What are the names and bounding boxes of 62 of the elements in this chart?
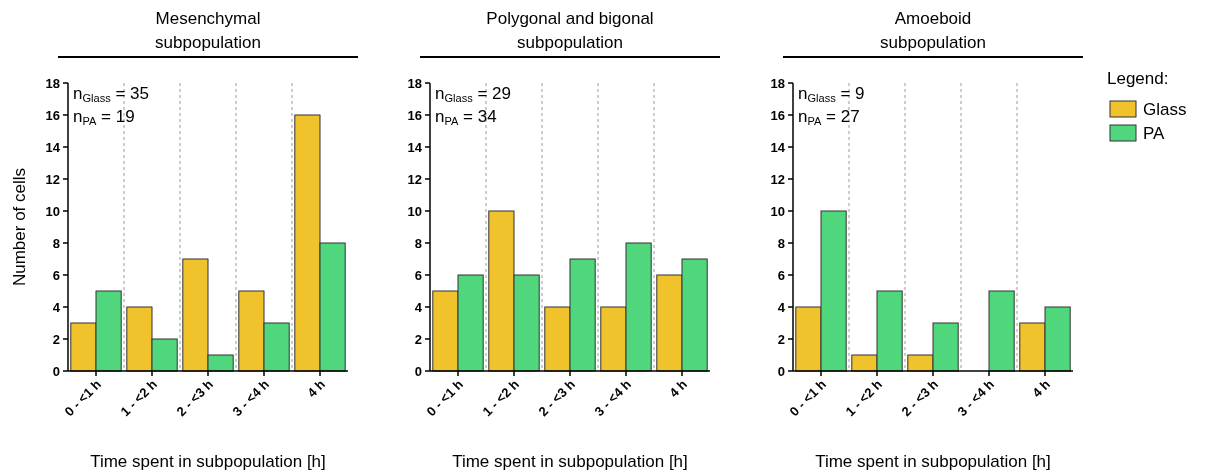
x-axis-title: Time spent in subpopulation [h] (452, 452, 688, 471)
y-tick-label: 18 (770, 75, 785, 91)
y-tick-label: 8 (52, 235, 60, 251)
x-axis-title: Time spent in subpopulation [h] (815, 452, 1051, 471)
y-tick-label: 4 (52, 299, 61, 315)
legend-label: PA (1143, 124, 1166, 143)
y-tick-label: 8 (414, 235, 422, 251)
legend-title: Legend: (1107, 69, 1169, 88)
y-tick-label: 2 (52, 331, 60, 347)
x-tick-label: 0 - <1 h (423, 376, 467, 420)
y-tick-label: 18 (45, 75, 60, 91)
y-tick-label: 6 (777, 267, 785, 283)
annotation: n$_{Glass}$ = 35 (73, 84, 150, 105)
y-tick-label: 6 (52, 267, 60, 283)
x-tick-label: 3 - <4 h (229, 376, 273, 420)
y-tick-label: 2 (777, 331, 785, 347)
x-tick-label: 1 - <2 h (479, 376, 523, 420)
annotation: n$_{PA}$ = 27 (798, 107, 860, 128)
x-tick-label: 2 - <3 h (535, 376, 579, 420)
x-tick-label: 1 - <2 h (117, 376, 161, 420)
y-tick-label: 16 (770, 107, 785, 123)
y-tick-label: 12 (45, 171, 60, 187)
y-tick-label: 0 (414, 363, 422, 379)
annotation: n$_{Glass}$ = 9 (798, 84, 865, 105)
x-tick-label: 2 - <3 h (173, 376, 217, 420)
y-tick-label: 12 (770, 171, 785, 187)
y-tick-label: 14 (45, 139, 61, 155)
x-tick-label: 0 - <1 h (786, 376, 830, 420)
x-tick-label: 3 - <4 h (954, 376, 998, 420)
x-tick-label: 4 h (1029, 376, 1054, 401)
y-tick-label: 16 (45, 107, 60, 123)
annotation: n$_{PA}$ = 34 (435, 107, 497, 128)
annotation: n$_{PA}$ = 19 (73, 107, 135, 128)
y-tick-label: 14 (407, 139, 423, 155)
chart-title: Amoeboid subpopulation (880, 9, 986, 52)
y-tick-label: 4 (414, 299, 423, 315)
x-axis-title: Time spent in subpopulation [h] (90, 452, 326, 471)
y-tick-label: 10 (770, 203, 785, 219)
y-tick-label: 16 (407, 107, 422, 123)
legend-label: Glass (1143, 100, 1187, 119)
y-tick-label: 18 (407, 75, 422, 91)
bar (988, 290, 1015, 372)
y-tick-label: 14 (770, 139, 786, 155)
chart-title: Polygonal and bigonal subpopulation (486, 9, 654, 52)
y-tick-label: 10 (407, 203, 422, 219)
x-tick-label: 4 h (304, 376, 329, 401)
y-tick-label: 6 (414, 267, 422, 283)
y-tick-label: 0 (52, 363, 60, 379)
x-tick-label: 1 - <2 h (842, 376, 886, 420)
y-tick-label: 2 (414, 331, 422, 347)
annotation: n$_{Glass}$ = 29 (435, 84, 512, 105)
y-axis-title: Number of cells (10, 167, 29, 287)
y-tick-label: 12 (407, 171, 422, 187)
y-tick-label: 0 (777, 363, 785, 379)
x-tick-label: 4 h (666, 376, 691, 401)
y-tick-label: 4 (777, 299, 786, 315)
x-tick-label: 2 - <3 h (898, 376, 942, 420)
x-tick-label: 0 - <1 h (61, 376, 105, 420)
y-tick-label: 8 (777, 235, 785, 251)
chart-title: Mesenchymal subpopulation (155, 9, 261, 52)
x-tick-label: 3 - <4 h (591, 376, 635, 420)
y-tick-label: 10 (45, 203, 60, 219)
